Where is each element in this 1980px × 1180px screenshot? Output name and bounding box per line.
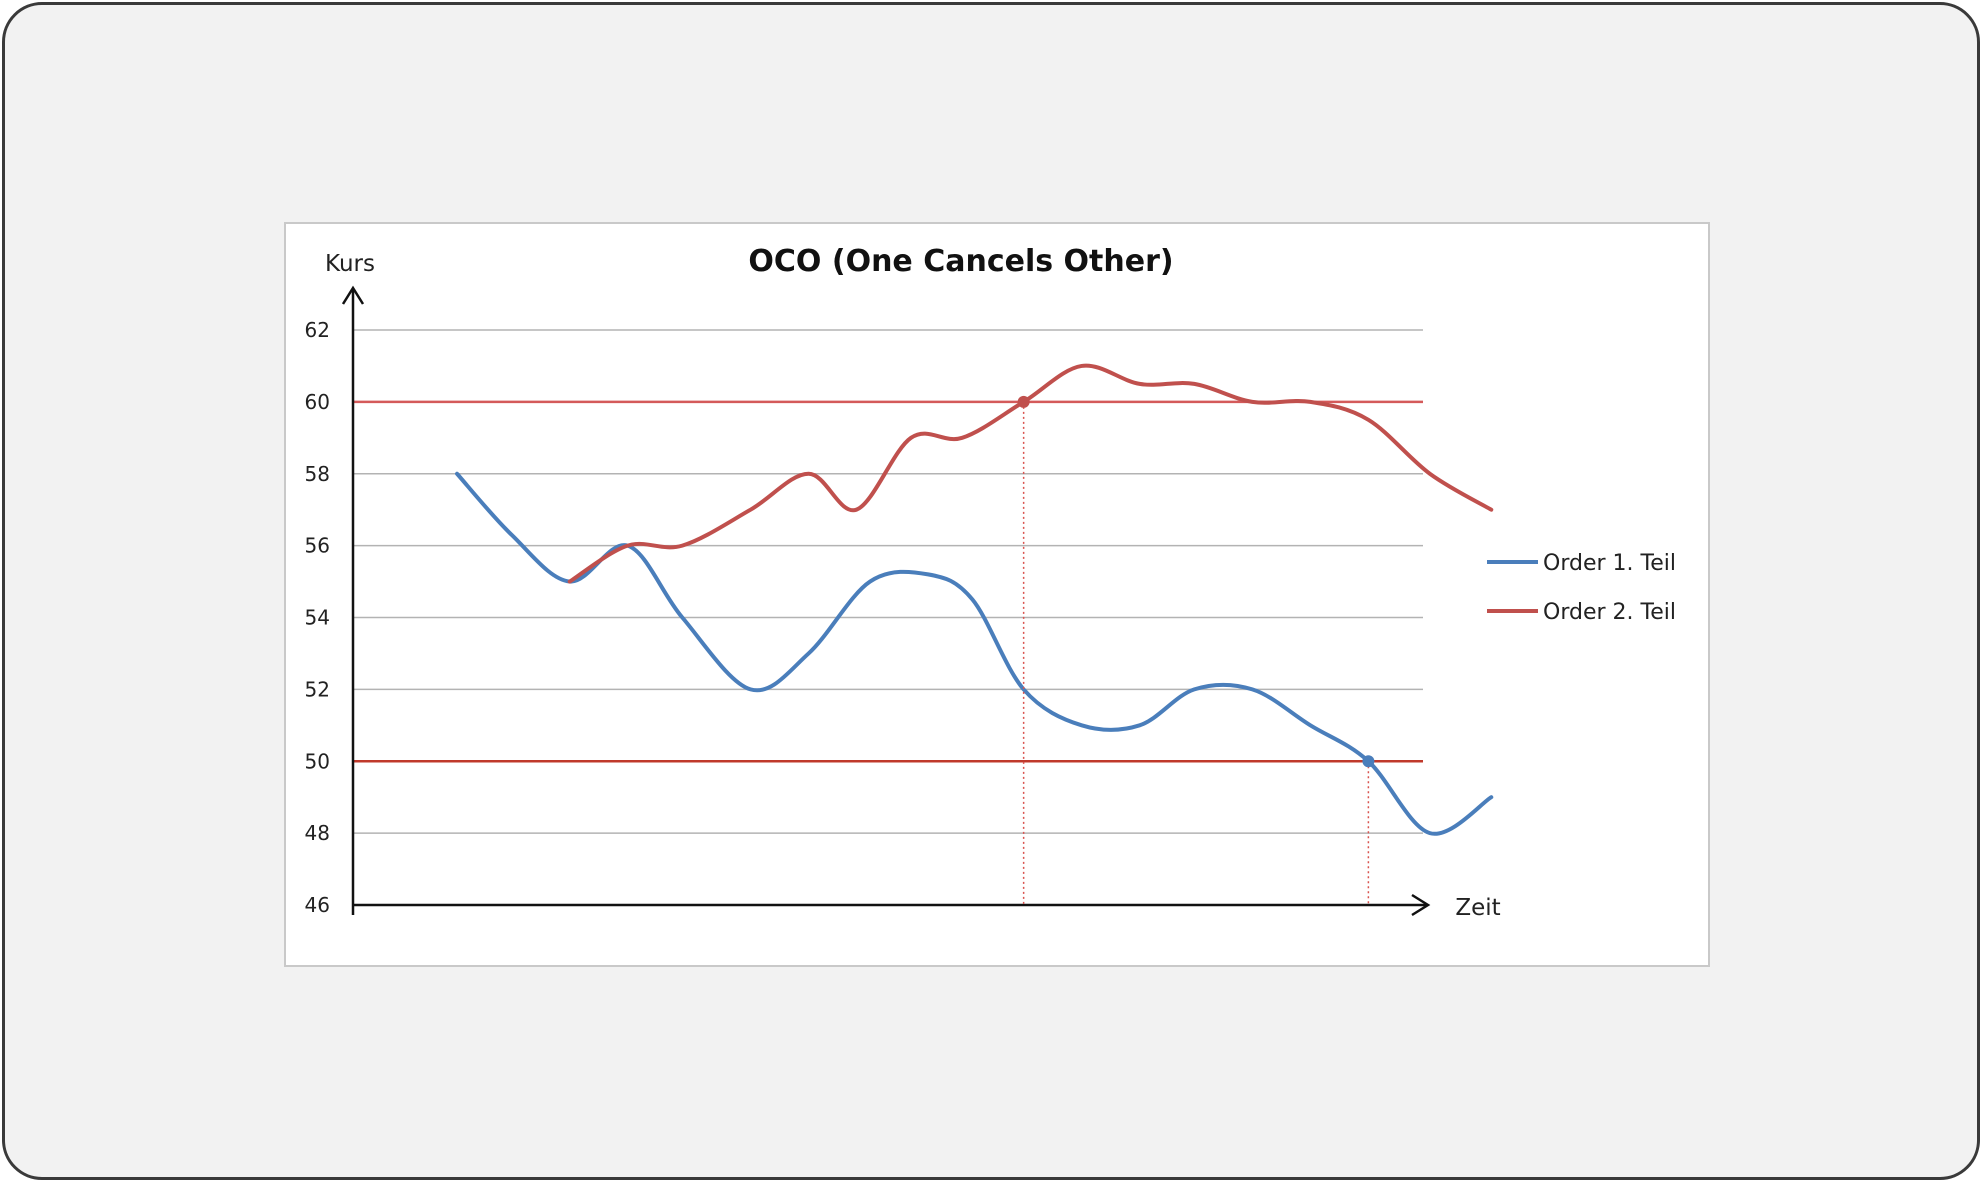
legend-label-order-1-teil: Order 1. Teil [1543, 551, 1676, 576]
y-tick-label-48: 48 [305, 821, 330, 845]
series-line-order-1-teil [455, 471, 1494, 836]
x-axis-arrow-icon [1411, 893, 1431, 917]
y-tick-label-52: 52 [305, 677, 330, 701]
y-tick-label-60: 60 [305, 390, 330, 414]
chart-title: OCO (One Cancels Other) [748, 244, 1173, 279]
chart-area: OCO (One Cancels Other) Kurs Zeit 46 48 50… [284, 222, 1710, 967]
y-tick-label-46: 46 [305, 893, 330, 917]
legend-label-order-2-teil: Order 2. Teil [1543, 600, 1676, 625]
trigger-point-2 [1362, 755, 1375, 768]
y-tick-label-58: 58 [305, 462, 330, 486]
y-tick-label-54: 54 [305, 606, 330, 630]
y-tick-label-50: 50 [305, 749, 330, 773]
y-axis-arrow-icon [341, 285, 365, 305]
x-axis-label: Zeit [1455, 895, 1500, 921]
y-tick-label-62: 62 [305, 318, 330, 342]
trigger-point-1 [1017, 395, 1030, 408]
oco-line-chart: OCO (One Cancels Other) Kurs Zeit 46 48 50… [305, 244, 1676, 921]
y-tick-label-56: 56 [305, 534, 330, 558]
y-axis-label: Kurs [325, 251, 375, 277]
